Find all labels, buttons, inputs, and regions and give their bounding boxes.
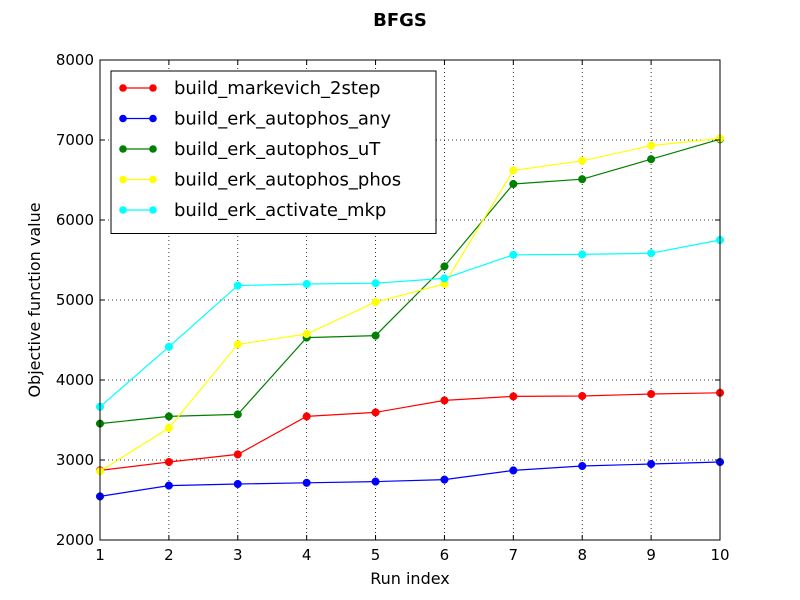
series-line — [99, 138, 721, 425]
series-build_erk_autophos_any — [95, 457, 725, 501]
data-point — [302, 412, 311, 421]
data-point — [371, 408, 380, 417]
legend-marker — [119, 145, 127, 153]
data-point — [440, 396, 449, 405]
legend-marker — [149, 175, 157, 184]
data-point — [233, 479, 242, 489]
x-tick-label: 7 — [509, 546, 519, 564]
legend-label: build_erk_autophos_any — [174, 109, 391, 130]
legend-item: build_erk_autophos_uT — [119, 139, 381, 160]
legend-marker — [119, 206, 127, 214]
legend: build_markevich_2step build_erk_autophos_… — [110, 70, 437, 234]
data-point — [509, 179, 518, 189]
y-tick-label: 5000 — [56, 291, 94, 309]
data-point — [578, 250, 587, 259]
data-point — [371, 279, 380, 288]
x-tick-label: 4 — [302, 546, 312, 564]
legend-marker — [149, 145, 157, 153]
data-point — [509, 392, 518, 401]
data-point — [578, 156, 587, 165]
chart-title: BFGS — [373, 10, 427, 31]
data-point — [302, 478, 311, 487]
x-axis-label: Run index — [370, 569, 450, 588]
series-build_erk_activate_mkp — [95, 235, 725, 411]
y-tick-label: 3000 — [56, 451, 94, 469]
y-axis-label: Objective function value — [25, 202, 44, 397]
y-tick-label: 8000 — [56, 51, 94, 69]
series-line — [99, 461, 721, 497]
series-build_erk_autophos_phos — [95, 134, 725, 476]
data-point — [509, 250, 518, 259]
data-point — [371, 477, 380, 486]
data-point — [647, 459, 656, 469]
series-line — [99, 392, 721, 471]
legend-label: build_markevich_2step — [174, 78, 380, 99]
data-point — [233, 410, 242, 419]
legend-marker — [119, 114, 127, 123]
data-point — [164, 342, 173, 351]
data-point — [371, 297, 380, 307]
data-point — [302, 329, 311, 339]
legend-marker — [119, 84, 127, 92]
data-point — [647, 155, 656, 164]
data-point — [578, 175, 587, 184]
data-point — [164, 481, 173, 490]
legend-box — [110, 70, 437, 234]
data-point — [164, 457, 173, 467]
axis-ticks: 1 2 3 4 5 6 7 8 9 10 2000 3000 4000 5000 6000 7000 8000 — [56, 51, 730, 564]
x-tick-label: 5 — [371, 546, 381, 564]
data-point — [647, 389, 656, 399]
data-point — [509, 466, 518, 475]
data-point — [647, 141, 656, 150]
data-point — [233, 340, 242, 349]
x-tick-label: 10 — [710, 546, 729, 564]
series-line — [99, 137, 721, 472]
series-line — [99, 239, 721, 408]
data-point — [578, 391, 587, 401]
data-point — [647, 249, 656, 258]
legend-label: build_erk_autophos_phos — [174, 170, 401, 191]
x-tick-label: 1 — [95, 546, 105, 564]
x-tick-label: 8 — [577, 546, 587, 564]
legend-marker — [119, 175, 127, 184]
data-point — [164, 423, 173, 433]
y-tick-label: 6000 — [56, 211, 94, 229]
legend-item: build_markevich_2step — [119, 78, 380, 99]
y-tick-label: 7000 — [56, 131, 94, 149]
legend-item: build_erk_activate_mkp — [119, 200, 386, 221]
x-tick-label: 9 — [646, 546, 656, 564]
x-tick-label: 6 — [440, 546, 450, 564]
data-point — [164, 412, 173, 421]
data-point — [440, 274, 449, 283]
legend-marker — [149, 206, 157, 214]
data-point — [578, 461, 587, 471]
legend-label: build_erk_activate_mkp — [174, 200, 386, 221]
x-tick-label: 3 — [233, 546, 243, 564]
data-point — [509, 166, 518, 175]
legend-item: build_erk_autophos_phos — [119, 170, 401, 191]
y-tick-label: 4000 — [56, 371, 94, 389]
data-point — [440, 262, 449, 271]
data-point — [302, 279, 311, 289]
data-point — [233, 450, 242, 459]
legend-label: build_erk_autophos_uT — [174, 139, 381, 160]
data-point — [440, 475, 449, 484]
legend-item: build_erk_autophos_any — [119, 109, 391, 130]
data-point — [371, 331, 380, 340]
legend-marker — [149, 114, 157, 123]
data-point — [233, 281, 242, 290]
x-tick-label: 2 — [164, 546, 174, 564]
y-tick-label: 2000 — [56, 531, 94, 549]
legend-marker — [149, 84, 157, 92]
series-layer — [95, 134, 725, 501]
